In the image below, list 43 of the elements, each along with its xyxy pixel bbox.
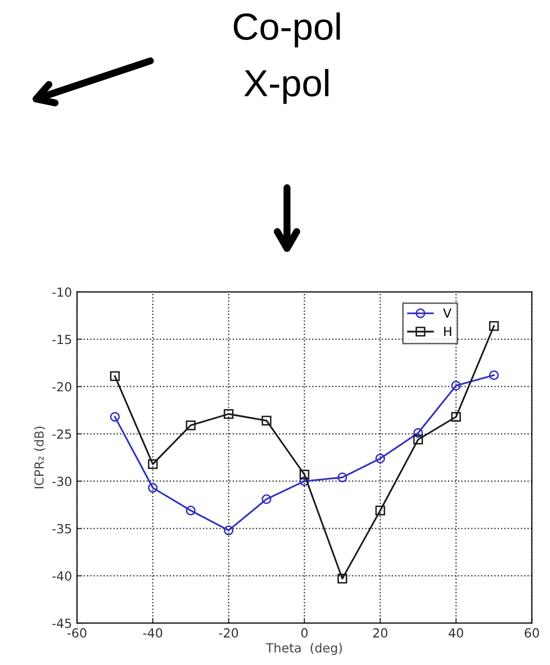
point <box>489 321 499 331</box>
text: Co-pol <box>234 12 340 48</box>
x-tick-label: 0 <box>301 628 308 638</box>
point <box>110 371 120 382</box>
point <box>224 526 234 536</box>
point <box>375 506 386 516</box>
point <box>186 420 196 430</box>
x-tick-label: 60 <box>524 628 539 638</box>
point <box>148 459 158 470</box>
point <box>413 428 423 438</box>
x-tick-label: 20 <box>373 628 388 638</box>
y-tick-label: -35 <box>52 524 72 534</box>
x-axis-title: Theta (deg) <box>266 642 342 655</box>
point <box>375 454 386 464</box>
point <box>489 370 499 380</box>
x-tick-label: -20 <box>219 628 238 638</box>
point <box>337 574 348 584</box>
point <box>110 412 120 422</box>
point <box>148 482 158 493</box>
text: X-pol <box>244 68 328 104</box>
y-tick-label: -25 <box>52 429 72 439</box>
point <box>262 494 272 504</box>
x-tick-label: -60 <box>67 628 86 638</box>
point <box>451 412 461 422</box>
y-axis-title: ICPR₂ (dB) <box>34 426 46 488</box>
x-tick-label: 40 <box>448 628 464 638</box>
legend-label: V <box>443 308 452 318</box>
point <box>262 416 272 426</box>
y-tick-label: -15 <box>52 334 72 344</box>
point <box>224 409 234 419</box>
y-tick-label: -20 <box>52 382 72 392</box>
y-tick-label: -10 <box>52 287 72 297</box>
y-tick-label: -45 <box>52 618 72 628</box>
x-tick-label: -40 <box>143 628 162 638</box>
point <box>451 380 461 390</box>
point <box>186 506 196 516</box>
point <box>337 472 348 482</box>
point <box>300 476 310 486</box>
y-tick-label: -40 <box>52 571 72 581</box>
point <box>413 434 423 444</box>
y-tick-label: -30 <box>52 476 72 486</box>
legend-label: H <box>444 326 452 336</box>
point <box>300 470 310 480</box>
